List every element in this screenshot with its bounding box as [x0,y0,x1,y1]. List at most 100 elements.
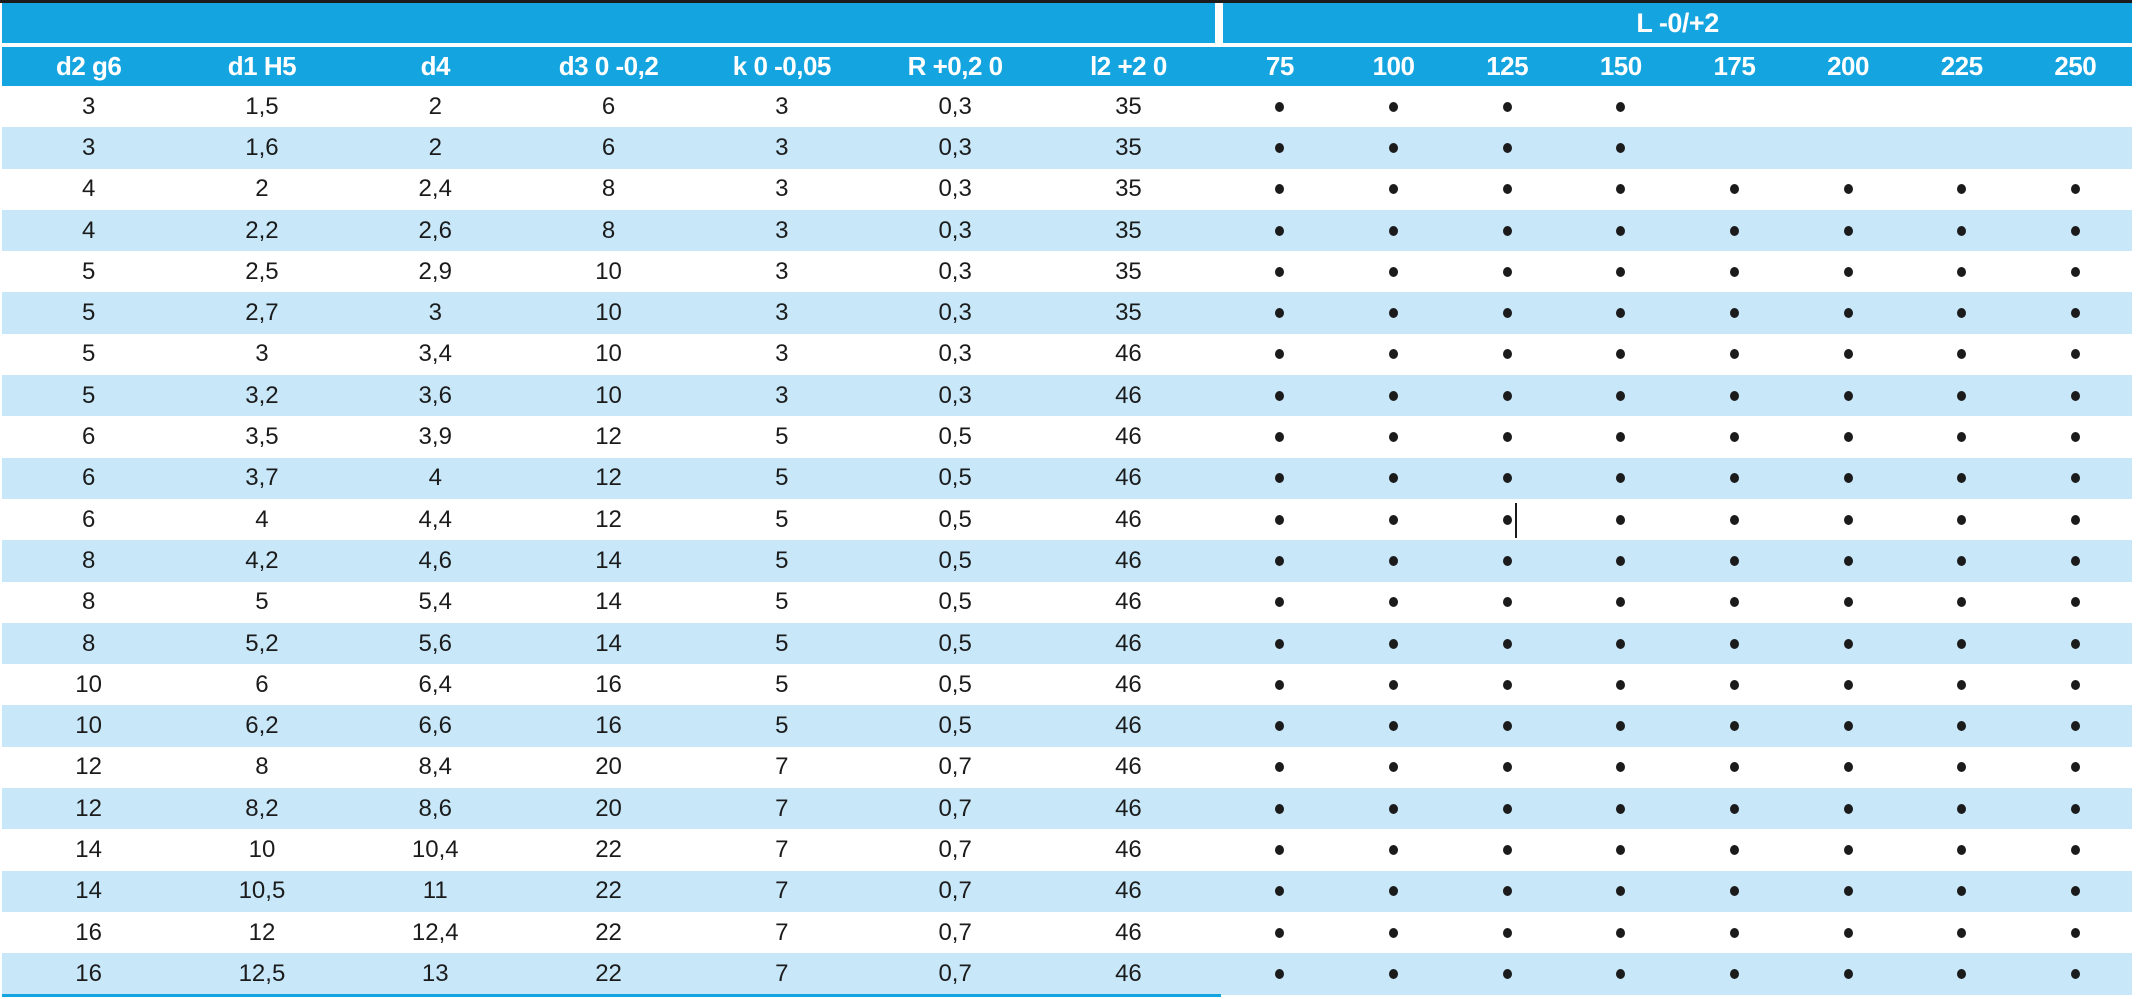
length-cell-200 [1791,582,1905,623]
value-cell-6: 46 [1115,464,1142,492]
value-cell-5: 0,5 [938,505,972,533]
value-cell-5: 0,5 [938,464,972,492]
length-cell-125 [1450,86,1564,127]
value-cell-6: 46 [1115,381,1142,409]
value-cell-3: 6 [601,92,616,120]
length-cell-125 [1450,871,1564,912]
value-cell-0: 10 [75,670,102,698]
length-cell-75 [1223,912,1337,953]
value-cell-6: 46 [1115,877,1142,905]
length-cell-150 [1564,540,1678,581]
length-cell-125 [1450,210,1564,251]
column-header-length-7: 250 [2054,51,2097,81]
length-cell-100 [1337,210,1451,251]
length-cell-150 [1564,747,1678,788]
column-header-gap [1215,47,1223,86]
value-cell-2: 2,6 [418,216,452,244]
value-cell-4: 5 [775,712,789,740]
availability-dot [1843,184,1853,195]
availability-dot [1843,597,1853,608]
availability-dot [2070,184,2080,195]
value-cell-0: 6 [81,464,96,492]
availability-dot [1275,927,1285,938]
length-cell-250 [2018,210,2132,251]
availability-dot [2070,679,2080,690]
availability-dot [1616,266,1626,277]
availability-dot [1729,266,1739,277]
value-cell-3: 14 [595,588,622,616]
length-cell-150 [1564,86,1678,127]
availability-dot [1729,968,1739,979]
length-cell-250 [2018,582,2132,623]
availability-dot [1616,101,1626,112]
length-cell-150 [1564,664,1678,705]
length-cell-175 [1678,499,1792,540]
value-cell-2: 5,6 [418,629,452,657]
length-cell-200 [1791,416,1905,457]
availability-dot [1502,844,1512,855]
table-row: 12 8,2 8,6 20 7 0,7 46 [2,788,2132,830]
value-cell-1: 2 [255,175,269,203]
availability-dot [1389,968,1399,979]
length-cell-150 [1564,788,1678,829]
availability-dot [1957,349,1967,360]
availability-dot [1843,555,1853,566]
length-cell-150 [1564,829,1678,870]
length-cell-150 [1564,169,1678,210]
gap-cell [1215,169,1223,210]
value-cell-2: 3,4 [418,340,452,368]
length-cell-225 [1905,623,2019,664]
value-cell-5: 0,5 [938,629,972,657]
value-cell-5: 0,3 [938,216,972,244]
gap-cell [1215,623,1223,664]
availability-dot [1729,390,1739,401]
value-cell-6: 46 [1115,423,1142,451]
availability-dot [2070,225,2080,236]
value-cell-4: 7 [775,959,789,987]
availability-dot [1729,308,1739,319]
value-cell-3: 8 [601,175,616,203]
value-cell-3: 12 [595,464,622,492]
availability-dot [2070,266,2080,277]
length-cell-200 [1791,540,1905,581]
length-cell-100 [1337,705,1451,746]
length-cell-100 [1337,582,1451,623]
length-cell-250 [2018,747,2132,788]
length-cell-125 [1450,664,1564,705]
gap-cell [1215,499,1223,540]
length-cell-200 [1791,458,1905,499]
length-cell-175 [1678,127,1792,168]
value-cell-6: 46 [1115,918,1142,946]
availability-dot [2070,803,2080,814]
length-cell-175 [1678,788,1792,829]
length-cell-225 [1905,829,2019,870]
length-cell-225 [1905,86,2019,127]
availability-dot [1502,555,1512,566]
value-cell-2: 4,6 [418,546,452,574]
value-cell-4: 3 [775,257,789,285]
table-bottom-rule [2,994,1221,997]
gap-cell [1215,582,1223,623]
gap-cell [1215,829,1223,870]
length-cell-175 [1678,292,1792,333]
availability-dot [1389,844,1399,855]
length-cell-125 [1450,953,1564,994]
length-cell-75 [1223,334,1337,375]
length-cell-250 [2018,251,2132,292]
value-cell-5: 0,7 [938,753,972,781]
availability-dot [1389,886,1399,897]
value-cell-3: 20 [595,753,622,781]
value-cell-2: 2 [428,92,442,120]
value-cell-3: 16 [595,670,622,698]
value-cell-5: 0,7 [938,877,972,905]
column-header-length-3: 150 [1599,51,1642,81]
value-cell-0: 3 [81,133,96,161]
value-cell-2: 3,6 [418,381,452,409]
length-cell-250 [2018,127,2132,168]
column-header-row: d2 g6 d1 H5 d4 d3 0 -0,2 k 0 -0,05 R +0,2 0 l2… [2,47,2132,86]
availability-dot [1275,225,1285,236]
length-cell-100 [1337,292,1451,333]
availability-dot [1729,886,1739,897]
length-cell-250 [2018,788,2132,829]
value-cell-3: 12 [595,423,622,451]
